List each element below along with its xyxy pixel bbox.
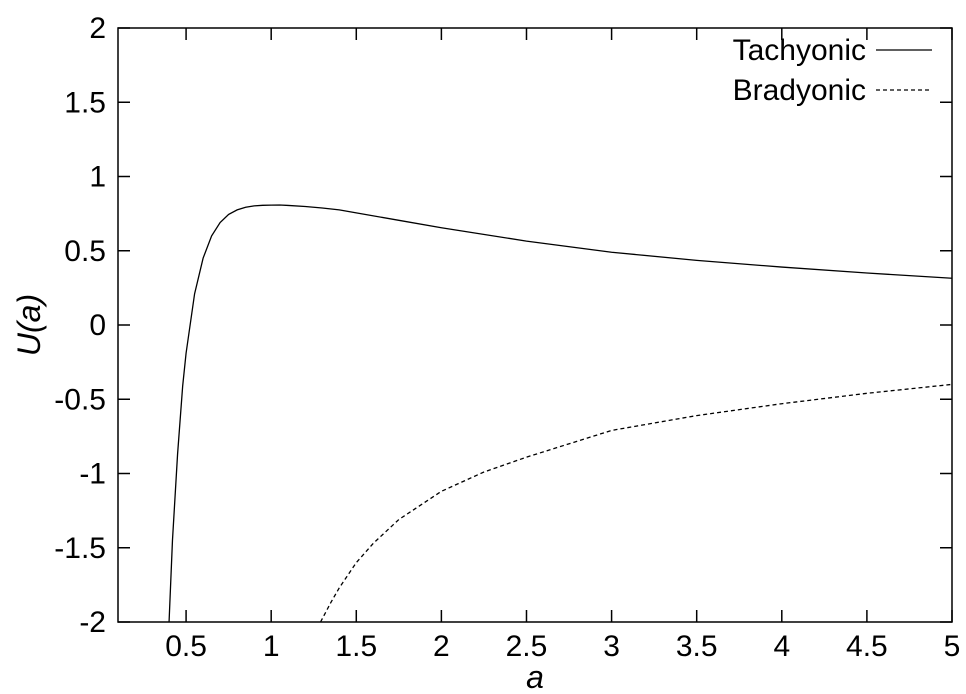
y-tick-label: -1 — [79, 458, 106, 491]
legend-label-bradyonic: Bradyonic — [733, 74, 866, 107]
y-tick-label: -0.5 — [54, 383, 106, 416]
x-tick-label: 3.5 — [676, 630, 718, 663]
y-axis-label: U(a) — [11, 294, 47, 356]
x-tick-label: 4 — [773, 630, 790, 663]
x-tick-label: 5 — [944, 630, 961, 663]
series-line-bradyonic — [319, 383, 953, 623]
y-tick-label: 0.5 — [64, 235, 106, 268]
series-group — [168, 204, 953, 623]
y-tick-label: 2 — [89, 12, 106, 45]
y-tick-label: -1.5 — [54, 532, 106, 565]
x-tick-label: 3 — [603, 630, 620, 663]
plot-frame — [117, 27, 953, 623]
axis-ticks — [118, 27, 953, 623]
tick-labels: 0.5 1 1.5 2 2.5 3 3.5 4 4.5 5 2 1.5 1 0.5 0 -0.5 -1 -1.5 -… — [54, 12, 960, 663]
y-tick-label: 1.5 — [64, 86, 106, 119]
x-tick-label: 2 — [433, 630, 450, 663]
x-tick-label: 0.5 — [165, 630, 207, 663]
x-tick-label: 4.5 — [846, 630, 888, 663]
y-tick-label: 1 — [89, 161, 106, 194]
x-tick-label: 1 — [263, 630, 280, 663]
y-tick-label: -2 — [79, 606, 106, 639]
x-axis-label: a — [526, 659, 544, 694]
x-tick-label: 2.5 — [506, 630, 548, 663]
y-tick-label: 0 — [89, 309, 106, 342]
legend-label-tachyonic: Tachyonic — [733, 34, 866, 67]
x-tick-label: 1.5 — [335, 630, 377, 663]
series-line-tachyonic — [168, 204, 953, 623]
legend: Tachyonic Bradyonic — [733, 34, 932, 107]
